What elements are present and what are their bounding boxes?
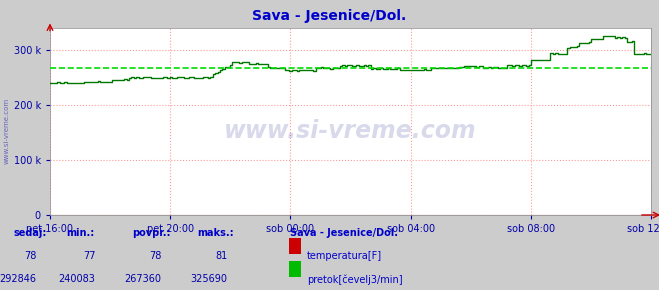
Text: 240083: 240083: [59, 274, 96, 284]
Text: 267360: 267360: [125, 274, 161, 284]
Text: Sava - Jesenice/Dol.: Sava - Jesenice/Dol.: [290, 228, 398, 238]
Text: Sava - Jesenice/Dol.: Sava - Jesenice/Dol.: [252, 9, 407, 23]
Text: temperatura[F]: temperatura[F]: [307, 251, 382, 261]
Text: www.si-vreme.com: www.si-vreme.com: [3, 97, 9, 164]
Text: 78: 78: [24, 251, 36, 261]
Text: min.:: min.:: [66, 228, 94, 238]
Text: 77: 77: [83, 251, 96, 261]
Text: povpr.:: povpr.:: [132, 228, 170, 238]
Text: maks.:: maks.:: [198, 228, 235, 238]
Text: pretok[čevelj3/min]: pretok[čevelj3/min]: [307, 274, 403, 284]
Text: 78: 78: [149, 251, 161, 261]
Text: 325690: 325690: [190, 274, 227, 284]
Text: www.si-vreme.com: www.si-vreme.com: [224, 119, 477, 143]
Text: sedaj:: sedaj:: [13, 228, 47, 238]
Text: 292846: 292846: [0, 274, 36, 284]
Text: 81: 81: [215, 251, 227, 261]
